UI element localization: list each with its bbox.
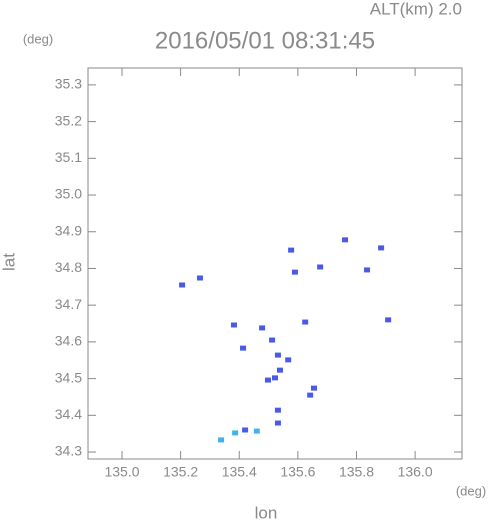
x-axis-label: lon (255, 503, 278, 521)
echo-point (385, 317, 392, 323)
x-tick-label: 135.6 (280, 464, 315, 480)
echo-point (272, 375, 278, 381)
y-tick-label: 35.0 (55, 186, 82, 202)
echo-point (307, 392, 314, 398)
x-unit: (deg) (456, 483, 486, 498)
echo-point (259, 325, 266, 331)
echo-point (264, 377, 271, 383)
echo-point (230, 322, 237, 328)
x-tick-label: 135.2 (163, 464, 198, 480)
echo-point (242, 427, 249, 433)
echo-point (274, 352, 281, 358)
echo-point (317, 264, 324, 270)
y-tick-label: 34.4 (55, 406, 82, 422)
y-tick-label: 34.3 (55, 443, 82, 459)
echo-point (196, 275, 203, 281)
echo-point (288, 247, 295, 253)
y-tick-label: 34.7 (55, 296, 82, 312)
x-tick-label: 135.4 (222, 464, 257, 480)
subtitle: ALT(km) 2.0 (370, 0, 462, 18)
echo-point (378, 245, 385, 251)
chart-title: 2016/05/01 08:31:45 (155, 27, 375, 54)
echo-point (269, 337, 276, 343)
echo-point (274, 407, 281, 413)
echo-point (276, 367, 283, 373)
echo-point (179, 282, 186, 288)
y-axis-label: lat (0, 253, 18, 271)
echo-point (310, 385, 317, 391)
y-tick-label: 34.5 (55, 369, 82, 385)
x-tick-label: 136.0 (398, 464, 433, 480)
echo-point (240, 345, 247, 351)
y-tick-label: 34.8 (55, 259, 82, 275)
x-tick-label: 135.0 (104, 464, 139, 480)
echo-point (274, 420, 281, 426)
x-tick-label: 135.8 (339, 464, 374, 480)
plot-frame (87, 67, 463, 460)
echo-point (253, 428, 260, 434)
y-unit: (deg) (23, 31, 53, 46)
echo-point (342, 237, 349, 243)
echo-point (364, 267, 371, 273)
echo-point (302, 319, 309, 325)
echo-point (232, 430, 239, 436)
echo-point (218, 437, 225, 443)
y-tick-label: 35.2 (55, 112, 82, 128)
echo-point (291, 269, 298, 275)
y-tick-label: 35.3 (55, 76, 82, 92)
y-tick-label: 34.6 (55, 333, 82, 349)
echo-point (285, 357, 292, 363)
y-tick-label: 34.9 (55, 222, 82, 238)
y-tick-label: 35.1 (55, 149, 82, 165)
